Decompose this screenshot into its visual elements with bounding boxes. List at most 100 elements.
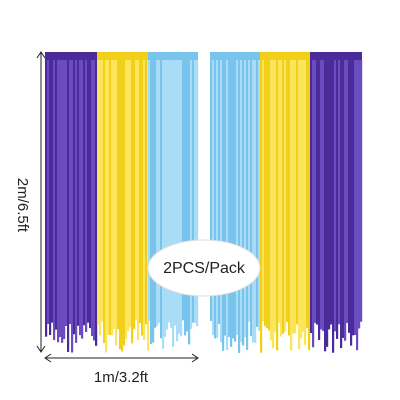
badge-bubble: [147, 239, 261, 297]
fringe-strip: [59, 60, 62, 337]
fringe-strip: [338, 60, 341, 325]
fringe-strip: [180, 60, 183, 337]
fringe-strip: [290, 60, 293, 351]
fringe-strip: [61, 60, 64, 343]
fringe-strip: [304, 60, 307, 345]
fringe-strip: [360, 60, 363, 322]
fringe-strip: [81, 60, 84, 339]
curtains: [45, 52, 363, 354]
fringe-strip: [330, 60, 333, 325]
fringe-strip: [334, 60, 337, 332]
fringe-strip: [250, 60, 253, 336]
fringe-strip: [296, 60, 299, 325]
fringe-strip: [133, 60, 136, 330]
fringe-strip: [314, 60, 317, 323]
fringe-strip: [302, 60, 305, 332]
fringe-strip: [71, 60, 74, 353]
fringe-strip: [274, 60, 277, 332]
fringe-strip: [272, 60, 275, 349]
fringe-strip: [350, 60, 353, 346]
fringe-strip: [139, 60, 142, 324]
fringe-strip: [51, 60, 54, 323]
fringe-strip: [65, 60, 68, 326]
height-arrow-heads: [36, 51, 46, 353]
fringe-strip: [196, 60, 199, 327]
fringe-strip: [214, 60, 217, 339]
fringe-strip: [256, 60, 259, 327]
fringe-strip: [115, 60, 118, 346]
fringe-strip: [141, 60, 144, 336]
fringe-strip: [236, 60, 239, 335]
fringe-strip: [260, 60, 263, 353]
fringe-strip: [324, 60, 327, 352]
fringe-strip: [286, 60, 289, 323]
fringe-strip: [184, 60, 187, 336]
fringe-strip: [308, 60, 311, 351]
fringe-strip: [220, 60, 223, 343]
fringe-strip: [97, 60, 100, 325]
fringe-strip: [258, 60, 261, 331]
fringe-strip: [117, 60, 120, 330]
fringe-strip: [352, 60, 355, 336]
fringe-strip: [254, 60, 257, 344]
fringe-strip: [150, 60, 153, 345]
fringe-strip: [210, 60, 213, 322]
fringe-strip: [158, 60, 161, 323]
fringe-strip: [47, 60, 50, 324]
fringe-strip: [73, 60, 76, 335]
fringe-strip: [85, 60, 88, 332]
fringe-strip: [57, 60, 60, 343]
fringe-strip: [224, 60, 227, 336]
fringe-strip: [310, 60, 313, 333]
fringe-strip: [113, 60, 116, 329]
fringe-strip: [344, 60, 347, 341]
fringe-strip: [105, 60, 108, 353]
fringe-strip: [182, 60, 185, 321]
fringe-strip: [342, 60, 345, 338]
fringe-strip: [328, 60, 331, 330]
fringe-strip: [228, 60, 231, 337]
fringe-strip: [101, 60, 104, 322]
fringe-strip: [103, 60, 106, 344]
fringe-strip: [45, 60, 48, 337]
fringe-strip: [276, 60, 279, 351]
fringe-strip: [87, 60, 90, 323]
fringe-strip: [216, 60, 219, 338]
fringe-strip: [306, 60, 309, 328]
fringe-strip: [280, 60, 283, 337]
fringe-strip: [89, 60, 92, 329]
fringe-strip: [246, 60, 249, 351]
fringe-strip: [190, 60, 193, 330]
fringe-strip: [326, 60, 329, 347]
fringe-strip: [268, 60, 271, 331]
fringe-strip: [282, 60, 285, 334]
fringe-strip: [212, 60, 215, 335]
fringe-strip: [262, 60, 265, 322]
fringe-strip: [93, 60, 96, 341]
fringe-strip: [168, 60, 171, 323]
fringe-strip: [238, 60, 241, 354]
fringe-strip: [316, 60, 319, 325]
fringe-strip: [230, 60, 233, 347]
fringe-strip: [332, 60, 335, 353]
fringe-strip: [152, 60, 155, 343]
fringe-strip: [172, 60, 175, 347]
fringe-strip: [188, 60, 191, 345]
fringe-strip: [226, 60, 229, 351]
fringe-strip: [298, 60, 301, 349]
fringe-strip: [244, 60, 247, 338]
fringe-strip: [240, 60, 243, 343]
fringe-strip: [186, 60, 189, 332]
fringe-strip: [63, 60, 66, 340]
fringe-strip: [75, 60, 78, 343]
fringe-strip: [53, 60, 56, 341]
fringe-strip: [192, 60, 195, 323]
fringe-strip: [222, 60, 225, 351]
fringe-strip: [358, 60, 361, 329]
fringe-strip: [111, 60, 114, 336]
fringe-strip: [119, 60, 122, 350]
fringe-strip: [336, 60, 339, 339]
fringe-strip: [91, 60, 94, 337]
